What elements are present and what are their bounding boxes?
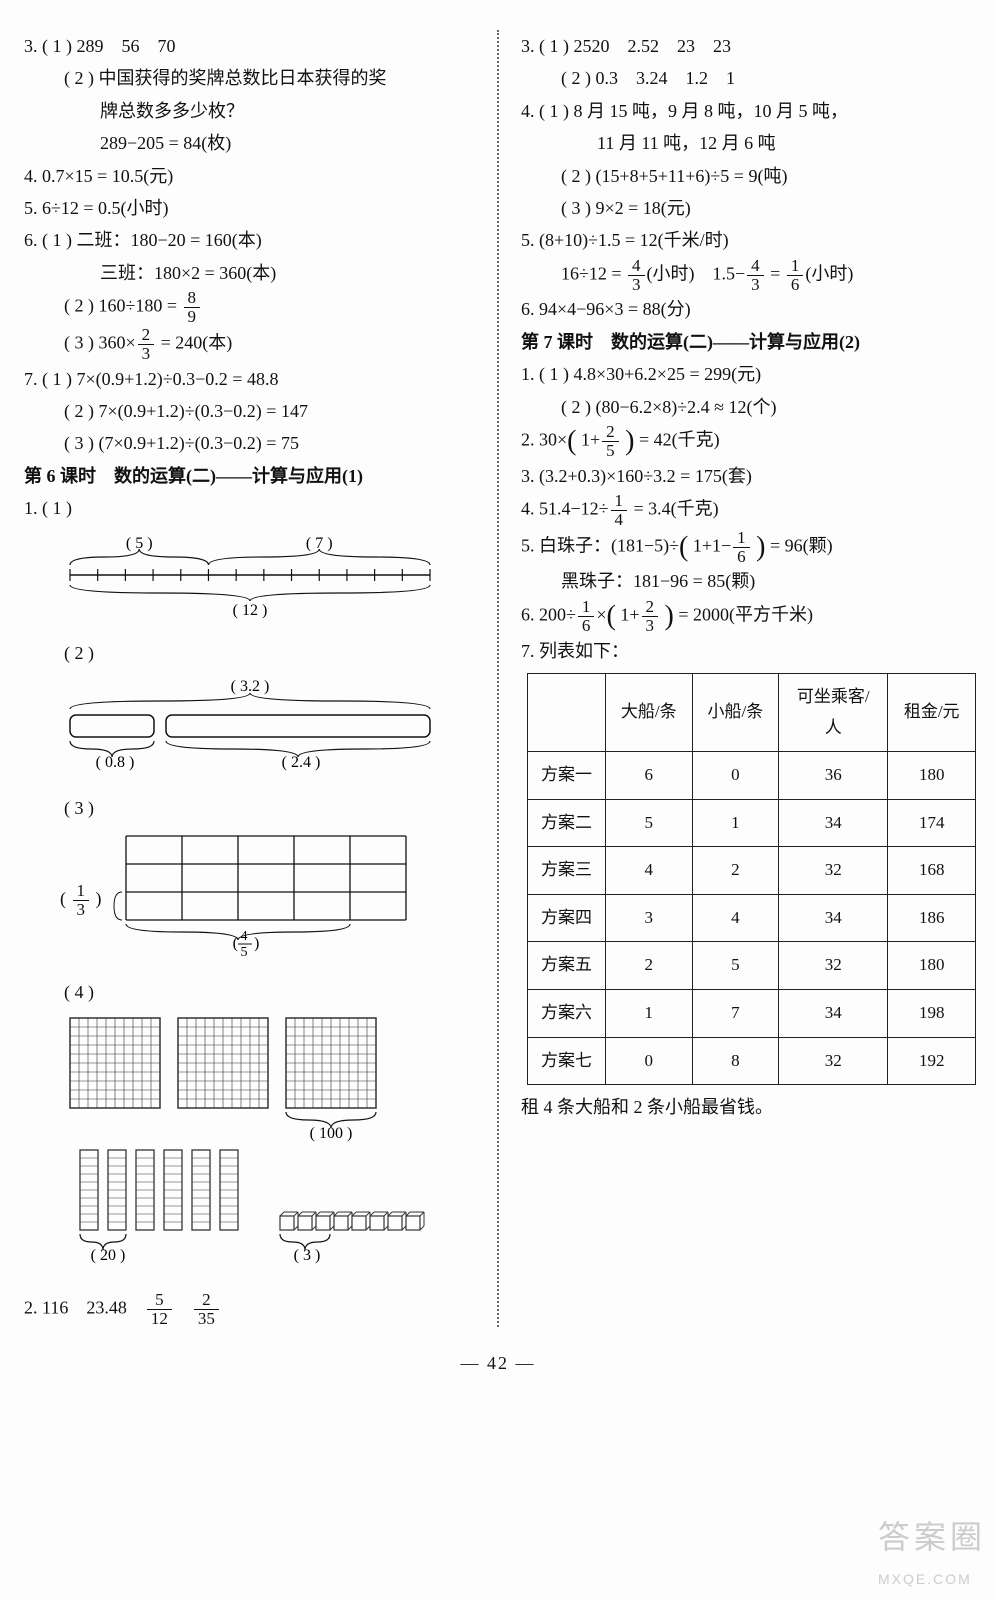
left-column: 3. ( 1 ) 289 56 70 ( 2 ) 中国获得的奖牌总数比日本获得的… xyxy=(20,30,479,1327)
svg-text:( 12 ): ( 12 ) xyxy=(233,602,268,619)
table-row: 方案五2532180 xyxy=(528,942,976,990)
r-q4-2: ( 2 ) (15+8+5+11+6)÷5 = 9(吨) xyxy=(517,160,976,192)
svg-text:( 7 ): ( 7 ) xyxy=(306,535,333,552)
r-q4-3: ( 3 ) 9×2 = 18(元) xyxy=(517,192,976,224)
page-number: — 42 — xyxy=(20,1347,976,1379)
q7-1: 7. ( 1 ) 7×(0.9+1.2)÷0.3−0.2 = 48.8 xyxy=(20,363,479,395)
watermark: 答案圈 MXQE.COM xyxy=(878,1509,986,1592)
q3-2a: ( 2 ) 中国获得的奖牌总数比日本获得的奖 xyxy=(20,62,479,94)
r5a: 5. 白珠子：(181−5)÷( 1+1−16 ) = 96(颗) xyxy=(517,529,976,566)
r7: 7. 列表如下： xyxy=(517,635,976,667)
r2: 2. 30×( 1+25 ) = 42(千克) xyxy=(517,423,976,460)
q6-1a: 6. ( 1 ) 二班：180−20 = 160(本) xyxy=(20,224,479,256)
r5b: 黑珠子：181−96 = 85(颗) xyxy=(517,565,976,597)
q3-1: 3. ( 1 ) 289 56 70 xyxy=(20,30,479,62)
r-q5a: 5. (8+10)÷1.5 = 12(千米/时) xyxy=(517,224,976,256)
diagram-2: ( 3.2 ) ( 0.8 ) ( 2.4 ) xyxy=(60,675,479,785)
diagram-1: ( 5 ) ( 7 ) ( 12 ) xyxy=(60,530,479,630)
svg-text:4: 4 xyxy=(240,929,247,944)
d4-label: ( 4 ) xyxy=(20,976,479,1008)
q4: 4. 0.7×15 = 10.5(元) xyxy=(20,160,479,192)
table-row: 方案一6036180 xyxy=(528,752,976,800)
fraction: 23 xyxy=(138,326,155,363)
svg-text:( 5 ): ( 5 ) xyxy=(126,535,153,552)
svg-text:( 3.2 ): ( 3.2 ) xyxy=(231,678,270,695)
r3: 3. (3.2+0.3)×160÷3.2 = 175(套) xyxy=(517,460,976,492)
plan-table: 大船/条小船/条可坐乘客/人租金/元方案一6036180方案二5134174方案… xyxy=(527,673,976,1085)
right-column: 3. ( 1 ) 2520 2.52 23 23 ( 2 ) 0.3 3.24 … xyxy=(517,30,976,1327)
r-q4-1b: 11 月 11 吨，12 月 6 吨 xyxy=(517,127,976,159)
q6-1b: 三班：180×2 = 360(本) xyxy=(20,257,479,289)
q5: 5. 6÷12 = 0.5(小时) xyxy=(20,192,479,224)
r-q6: 6. 94×4−96×3 = 88(分) xyxy=(517,293,976,325)
svg-text:(: ( xyxy=(232,935,237,952)
r4: 4. 51.4−12÷14 = 3.4(千克) xyxy=(517,492,976,529)
table-row: 方案二5134174 xyxy=(528,799,976,847)
q3-2b: 牌总数多多少枚？ xyxy=(20,95,479,127)
table-row: 方案六1734198 xyxy=(528,990,976,1038)
r-q5b: 16÷12 = 43(小时) 1.5−43 = 16(小时) xyxy=(517,257,976,294)
q7-3: ( 3 ) (7×0.9+1.2)÷(0.3−0.2) = 75 xyxy=(20,427,479,459)
r-q4-1a: 4. ( 1 ) 8 月 15 吨，9 月 8 吨，10 月 5 吨， xyxy=(517,95,976,127)
d1-label: 1. ( 1 ) xyxy=(20,492,479,524)
r-q3-1: 3. ( 1 ) 2520 2.52 23 23 xyxy=(517,30,976,62)
fraction: 512 xyxy=(147,1291,172,1328)
q6-3: ( 3 ) 360×23 = 240(本) xyxy=(20,326,479,363)
svg-text:( 2.4 ): ( 2.4 ) xyxy=(282,754,321,771)
table-row: 方案三4232168 xyxy=(528,847,976,895)
diagram-4: ( 100 ) ( 20 ) ( 3 ) xyxy=(60,1014,479,1284)
d2-label: ( 2 ) xyxy=(20,637,479,669)
q6-2: ( 2 ) 160÷180 = 89 xyxy=(20,289,479,326)
svg-text:( 20 ): ( 20 ) xyxy=(91,1247,126,1264)
fraction: 235 xyxy=(194,1291,219,1328)
svg-text:): ) xyxy=(254,935,259,952)
d3-left-label: ( 13 ) xyxy=(60,882,102,919)
svg-text:( 3 ): ( 3 ) xyxy=(294,1247,321,1264)
table-row: 方案七0832192 xyxy=(528,1037,976,1085)
table-row: 方案四3434186 xyxy=(528,894,976,942)
column-divider xyxy=(497,30,499,1327)
svg-text:( 0.8 ): ( 0.8 ) xyxy=(96,754,135,771)
fraction: 89 xyxy=(184,289,201,326)
r6: 6. 200÷16×( 1+23 ) = 2000(平方千米) xyxy=(517,598,976,635)
q7-2: ( 2 ) 7×(0.9+1.2)÷(0.3−0.2) = 147 xyxy=(20,395,479,427)
heading-lesson6: 第 6 课时 数的运算(二)——计算与应用(1) xyxy=(20,460,479,492)
r-q3-2: ( 2 ) 0.3 3.24 1.2 1 xyxy=(517,62,976,94)
heading-lesson7: 第 7 课时 数的运算(二)——计算与应用(2) xyxy=(517,326,976,358)
d3-label: ( 3 ) xyxy=(20,792,479,824)
r1-2: ( 2 ) (80−6.2×8)÷2.4 ≈ 12(个) xyxy=(517,391,976,423)
r7-ans: 租 4 条大船和 2 条小船最省钱。 xyxy=(517,1091,976,1123)
svg-text:( 100 ): ( 100 ) xyxy=(310,1125,353,1142)
r1-1: 1. ( 1 ) 4.8×30+6.2×25 = 299(元) xyxy=(517,358,976,390)
diagram-3: ( 13 ) ( 45 ) xyxy=(60,830,479,970)
q2: 2. 116 23.48 512 235 xyxy=(20,1291,479,1328)
svg-text:5: 5 xyxy=(240,945,247,960)
q3-2c: 289−205 = 84(枚) xyxy=(20,127,479,159)
